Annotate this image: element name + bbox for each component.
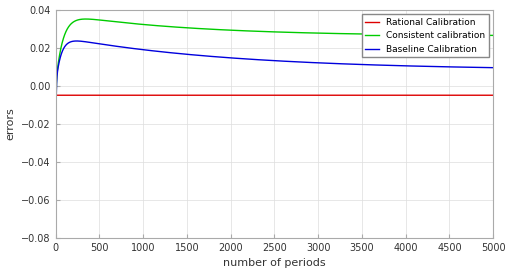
Baseline Calibration (490, 66, 496, 69)
Consistent calibration (83, 17, 89, 21)
Consistent calibration (459, 33, 465, 37)
Baseline Calibration (390, 64, 396, 67)
Baseline Calibration (53, 88, 59, 91)
Consistent calibration (53, 226, 59, 230)
Line: Rational Calibration: Rational Calibration (56, 86, 493, 95)
Line: Baseline Calibration: Baseline Calibration (56, 24, 493, 162)
Baseline Calibration (265, 59, 271, 62)
Rational Calibration (390, 94, 396, 97)
X-axis label: number of periods: number of periods (223, 258, 326, 269)
Y-axis label: errors: errors (6, 107, 15, 140)
Rational Calibration (213, 94, 219, 97)
Baseline Calibration (329, 62, 335, 65)
Line: Consistent calibration: Consistent calibration (56, 19, 493, 228)
Rational Calibration (53, 84, 59, 88)
Consistent calibration (329, 32, 335, 35)
Consistent calibration (390, 33, 396, 36)
Legend: Rational Calibration, Consistent calibration, Baseline Calibration: Rational Calibration, Consistent calibra… (361, 14, 489, 57)
Baseline Calibration (459, 65, 465, 69)
Rational Calibration (54, 94, 60, 97)
Rational Calibration (490, 94, 496, 97)
Consistent calibration (53, 218, 59, 221)
Rational Calibration (329, 94, 335, 97)
Baseline Calibration (53, 22, 59, 26)
Baseline Calibration (53, 160, 59, 164)
Consistent calibration (265, 30, 271, 33)
Consistent calibration (213, 28, 219, 31)
Rational Calibration (459, 94, 465, 97)
Baseline Calibration (213, 55, 219, 58)
Consistent calibration (490, 34, 496, 37)
Rational Calibration (265, 94, 271, 97)
Rational Calibration (53, 89, 59, 92)
